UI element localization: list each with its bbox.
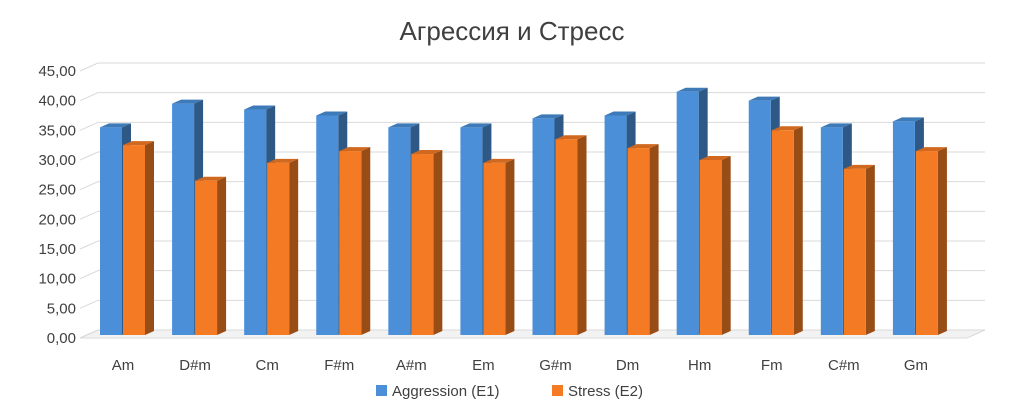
y-tick-label: 45,00 — [38, 63, 76, 80]
gridline — [79, 62, 985, 72]
bar — [267, 158, 299, 335]
x-category-label: Fm — [761, 357, 783, 374]
y-tick-label: 30,00 — [38, 152, 76, 169]
bar — [915, 147, 947, 335]
legend-swatch — [552, 385, 563, 396]
y-tick-label: 0,00 — [47, 330, 76, 347]
x-category-label: Dm — [616, 357, 639, 374]
gridline — [79, 92, 985, 102]
bar — [339, 147, 371, 335]
y-tick-label: 40,00 — [38, 93, 76, 110]
x-category-label: F#m — [324, 357, 354, 374]
x-category-label: C#m — [828, 357, 860, 374]
bar — [771, 126, 803, 335]
bars — [100, 87, 947, 336]
y-tick-label: 20,00 — [38, 211, 76, 228]
x-category-label: A#m — [396, 357, 427, 374]
legend: Aggression (E1) Stress (E2) — [376, 383, 643, 400]
chart-title: Агрессия и Стресс — [400, 16, 625, 46]
bar — [555, 135, 587, 335]
x-axis-categories: Am D#m Cm F#m A#m Em G#m Dm Hm Fm C#m Gm — [112, 357, 928, 374]
bar — [123, 141, 154, 335]
x-category-label: Am — [112, 357, 135, 374]
bar — [483, 158, 515, 335]
y-tick-label: 15,00 — [38, 241, 76, 258]
x-category-label: D#m — [179, 357, 211, 374]
x-category-label: Hm — [688, 357, 711, 374]
bar — [699, 155, 731, 335]
x-category-label: Em — [472, 357, 495, 374]
y-tick-label: 35,00 — [38, 122, 76, 139]
bar — [411, 150, 443, 335]
legend-swatch — [376, 385, 387, 396]
bar — [195, 176, 227, 335]
y-axis-ticks: 0,00 5,00 10,00 15,00 20,00 25,00 30,00 35,00 40… — [38, 63, 76, 347]
x-category-label: Gm — [904, 357, 928, 374]
y-tick-label: 25,00 — [38, 182, 76, 199]
legend-label: Aggression (E1) — [392, 383, 500, 400]
legend-label: Stress (E2) — [568, 383, 643, 400]
bar — [627, 144, 659, 335]
x-category-label: Cm — [256, 357, 279, 374]
bar — [843, 164, 875, 335]
y-tick-label: 5,00 — [47, 300, 76, 317]
x-category-label: G#m — [539, 357, 572, 374]
y-tick-label: 10,00 — [38, 271, 76, 288]
